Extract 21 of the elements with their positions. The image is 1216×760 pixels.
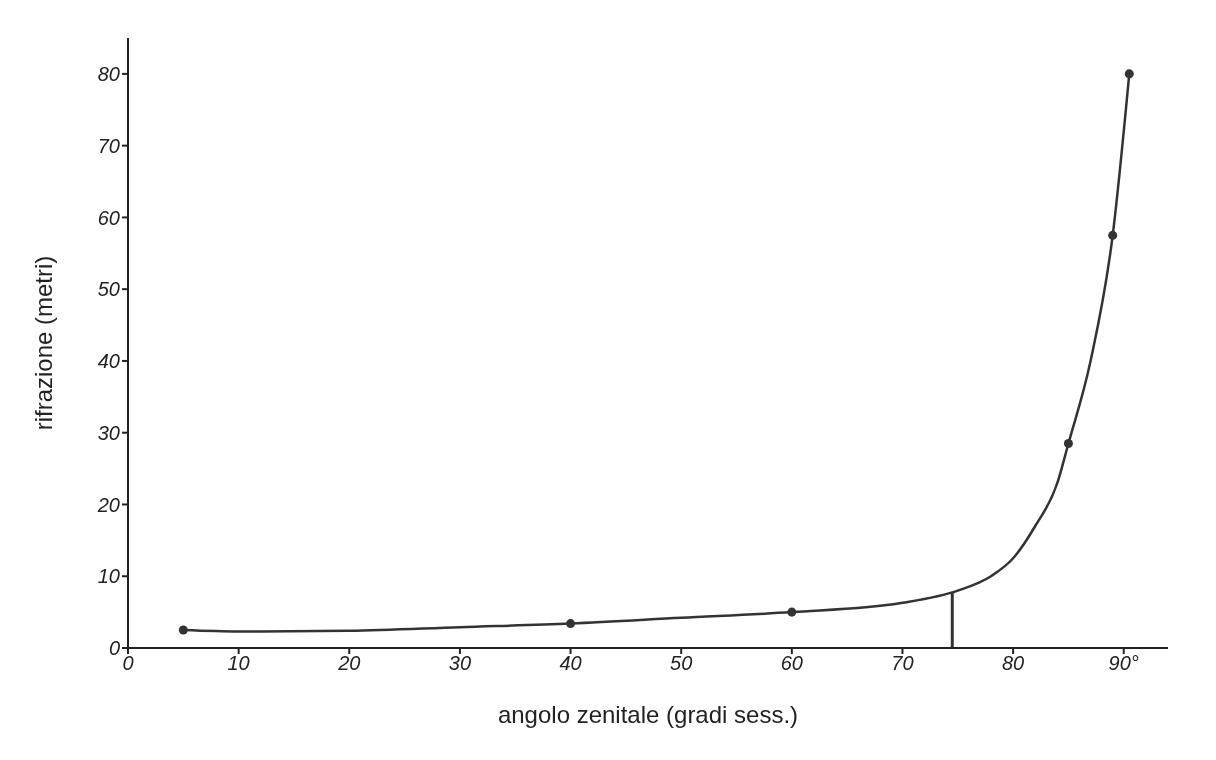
y-axis-title: rifrazione (metri) <box>29 255 57 431</box>
x-tick-label: 40 <box>559 652 582 675</box>
x-tick-label: 60 <box>780 652 803 675</box>
x-axis-title: angolo zenitale (gradi sess.) <box>497 701 799 728</box>
x-tick-label: 0 <box>122 652 134 675</box>
x-tick-label: 90° <box>1108 652 1139 675</box>
x-tick-label: 50 <box>670 652 693 675</box>
y-tick-label: 10 <box>97 565 120 588</box>
x-tick-label: 70 <box>891 652 914 675</box>
y-tick-label: 50 <box>97 278 120 301</box>
y-tick-label: 0 <box>108 637 120 660</box>
y-tick-label: 60 <box>97 206 120 229</box>
x-tick-label: 20 <box>337 652 361 675</box>
y-tick-label: 20 <box>96 493 120 516</box>
y-tick-label: 30 <box>97 421 120 444</box>
y-tick-label: 70 <box>97 134 120 157</box>
x-tick-label: 10 <box>227 652 250 675</box>
y-tick-label: 40 <box>97 350 120 373</box>
x-tick-label: 30 <box>448 652 472 675</box>
y-tick-label: 80 <box>97 62 120 85</box>
x-tick-label: 80 <box>1001 652 1025 675</box>
